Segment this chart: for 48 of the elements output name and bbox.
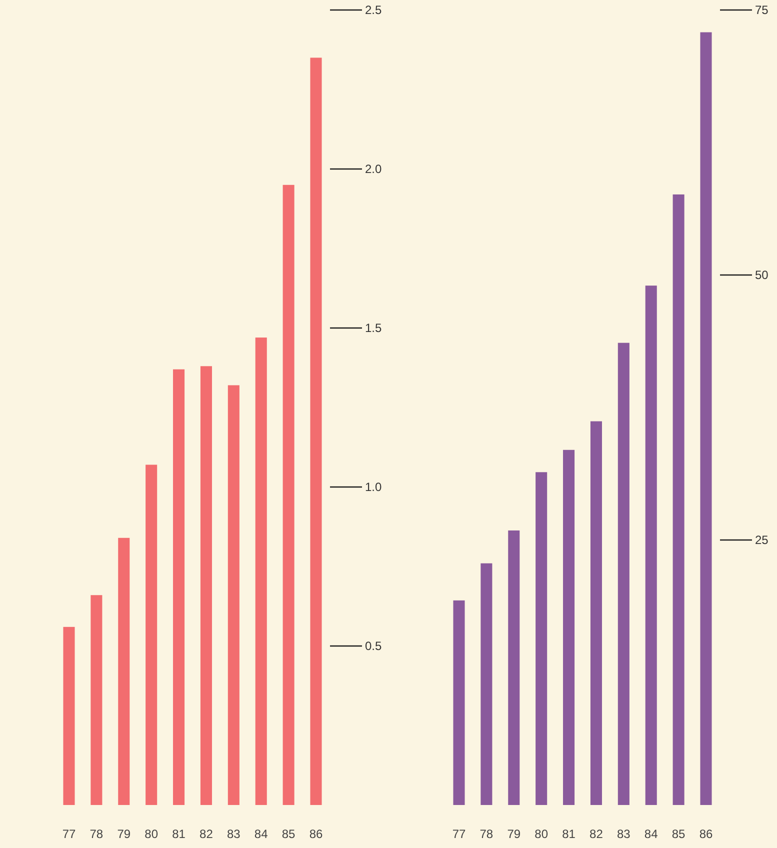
x-tick-label: 78 [90, 827, 104, 841]
bar [618, 342, 630, 805]
y-tick-label: 2.5 [365, 3, 382, 17]
bar [63, 626, 75, 805]
bar [173, 369, 185, 805]
bar [645, 286, 657, 805]
bar [508, 530, 520, 805]
x-tick-label: 83 [226, 827, 241, 841]
x-tick-label: 84 [254, 827, 268, 841]
bar [672, 194, 684, 805]
x-tick-label: 81 [562, 827, 576, 841]
x-tick-label: 86 [699, 827, 713, 841]
x-tick-label: 85 [282, 827, 296, 841]
bar [700, 32, 712, 805]
bar [563, 450, 575, 805]
bar [310, 58, 322, 805]
x-tick-label: 84 [644, 827, 658, 841]
y-tick-label: 1.5 [365, 321, 382, 335]
x-tick-label: 82 [590, 827, 604, 841]
bar [228, 385, 240, 805]
x-tick-label: 79 [117, 827, 131, 841]
y-tick-label: 75 [755, 3, 769, 17]
x-tick-label: 85 [672, 827, 686, 841]
bar [118, 538, 130, 805]
bar [255, 338, 267, 805]
x-tick-label: 79 [507, 827, 521, 841]
bar [200, 366, 212, 805]
x-tick-label: 81 [172, 827, 186, 841]
x-tick-label: 77 [452, 827, 466, 841]
bar [90, 595, 102, 805]
x-tick-label: 80 [144, 827, 158, 841]
y-tick-label: 2.0 [365, 162, 382, 176]
bar [282, 184, 294, 805]
bar [590, 421, 602, 805]
y-tick-label: 50 [755, 268, 769, 282]
bar [453, 600, 465, 805]
x-tick-label: 77 [62, 827, 76, 841]
y-tick-label: 25 [755, 533, 769, 547]
bar [480, 563, 492, 805]
y-tick-label: 0.5 [365, 639, 382, 653]
y-tick-label: 1.0 [365, 480, 382, 494]
x-tick-label: 83 [616, 827, 631, 841]
x-tick-label: 86 [309, 827, 323, 841]
bar [146, 464, 158, 805]
x-tick-label: 78 [480, 827, 494, 841]
bar [536, 472, 548, 805]
x-tick-label: 80 [534, 827, 548, 841]
x-tick-label: 82 [200, 827, 214, 841]
